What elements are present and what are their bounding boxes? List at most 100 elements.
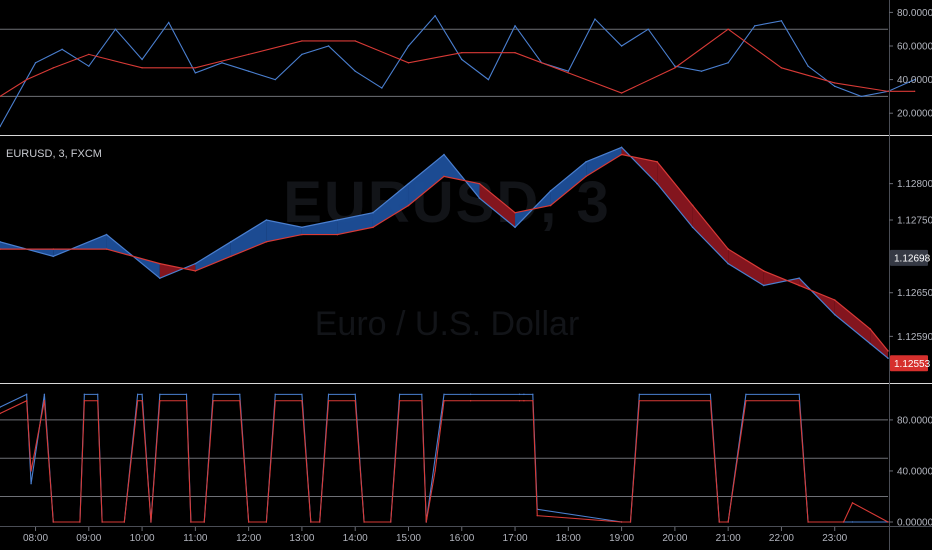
lower-stochastic-point-red [709,400,712,402]
lower-stochastic-point-red [141,400,143,402]
price-point-fast [656,182,658,185]
upper-oscillator-point-red [887,90,889,93]
price-point-slow [52,248,55,250]
lower-stochastic-point-blue [301,393,303,396]
upper-oscillator-point-blue [727,62,729,64]
lower-stochastic-point-red [30,470,32,472]
price-point-slow [443,175,445,178]
lower-stochastic-point-red [798,400,800,402]
lower-stochastic-point-blue [745,393,747,396]
upper-oscillator-point-blue [700,70,703,72]
price-point-slow [105,248,108,250]
upper-oscillator-point-red [834,82,836,84]
upper-oscillator-point-blue [247,70,250,72]
price-point-slow [656,161,658,163]
y-tick-label-upper-oscillator-3: 80.00000 [897,8,932,19]
lower-stochastic-point-blue [0,406,1,408]
x-tick-label: 22:00 [769,533,794,544]
lower-stochastic-point-red [363,521,365,523]
upper-oscillator-point-red [727,28,729,30]
price-point-fast [265,219,268,221]
upper-oscillator-point-blue [407,45,410,47]
y-tick-label-price-3: 1.12800 [897,179,932,190]
lower-stochastic-point-blue [434,457,436,459]
band-fill-segment [372,183,409,228]
lower-stochastic-point-red [274,400,276,402]
band-fill-segment [728,249,764,286]
upper-oscillator-point-red [301,40,303,42]
price-panel[interactable] [0,146,889,359]
x-tick-label: 15:00 [396,533,421,544]
upper-oscillator-point-blue [620,45,623,47]
lower-stochastic-point-blue [354,393,356,396]
band-fill-segment [444,154,480,199]
x-tick-label: 12:00 [236,533,261,544]
price-point-fast [585,161,587,163]
price-point-fast [407,182,410,185]
band-fill-segment [159,263,196,279]
upper-oscillator-series-line-red[interactable] [0,28,915,97]
symbol-label[interactable]: EURUSD, 3, FXCM [6,148,102,160]
upper-oscillator-point-red [514,52,516,54]
lower-stochastic-point-red [159,400,161,402]
x-tick-label: 17:00 [503,533,528,544]
price-point-slow [549,204,552,207]
upper-oscillator-point-blue [0,125,1,128]
lower-stochastic-point-red [0,412,1,415]
upper-oscillator-point-red [620,92,623,94]
lower-stochastic-point-blue [798,393,800,396]
upper-oscillator-point-blue [88,65,90,67]
x-tick-label: 20:00 [662,533,687,544]
price-point-slow [230,255,232,258]
y-tick-label-price-0: 1.12590 [897,332,932,343]
price-point-slow [478,182,481,185]
lower-stochastic-point-red [390,521,392,523]
marker-price-tag: 1.12698 [894,253,931,264]
band-fill-segment [195,241,231,271]
upper-oscillator-point-red [354,40,356,42]
price-point-slow [514,211,516,214]
lower-stochastic-point-red [443,400,445,402]
x-tick-label: 19:00 [609,533,634,544]
price-point-slow [727,248,729,250]
lower-stochastic-panel[interactable] [0,393,889,523]
lower-stochastic-point-red [469,400,472,402]
upper-oscillator-point-red [247,53,250,56]
lower-stochastic-point-red [150,521,152,523]
upper-oscillator-panel[interactable] [0,14,916,128]
y-tick-label-price-2: 1.12750 [897,216,932,227]
upper-oscillator-point-red [141,67,143,69]
y-tick-label-lower-stochastic-1: 40.00000 [897,466,932,477]
band-fill-segment [550,161,587,206]
upper-oscillator-point-red [52,67,54,69]
upper-oscillator-point-blue [780,20,783,22]
price-point-fast [301,226,303,229]
y-tick-label-lower-stochastic-2: 80.00000 [897,415,932,426]
last-price-tag: 1.12553 [894,359,931,370]
upper-oscillator-point-blue [61,48,63,51]
price-point-fast [727,262,729,265]
lower-stochastic-point-red [807,521,809,523]
lower-stochastic-point-red [265,521,268,523]
y-tick-label-price-1: 1.12650 [897,288,932,299]
x-tick-label: 08:00 [23,533,48,544]
time-scale[interactable]: 08:00 09:00 10:00 11:00 12:00 13:00 14:00 15:00… [23,527,848,544]
marker-price-tag-box [890,249,928,266]
lower-stochastic-point-red [327,400,330,402]
lower-stochastic-point-red [398,400,401,402]
upper-oscillator-point-blue [860,95,863,98]
lower-stochastic-point-blue [136,393,139,396]
upper-oscillator-point-blue [514,25,516,27]
price-point-slow [301,233,303,236]
lower-stochastic-point-red [536,514,538,517]
upper-oscillator-point-blue [913,78,916,81]
upper-oscillator-point-blue [487,78,490,81]
band-fill-segment [479,183,516,228]
upper-oscillator-point-red [88,53,90,56]
lower-stochastic-point-red [310,521,312,523]
price-scale[interactable]: 20.00000 40.00000 60.00000 80.00000 1.12590 1… [889,8,932,529]
x-tick-label: 16:00 [449,533,474,544]
price-point-slow [372,226,374,229]
